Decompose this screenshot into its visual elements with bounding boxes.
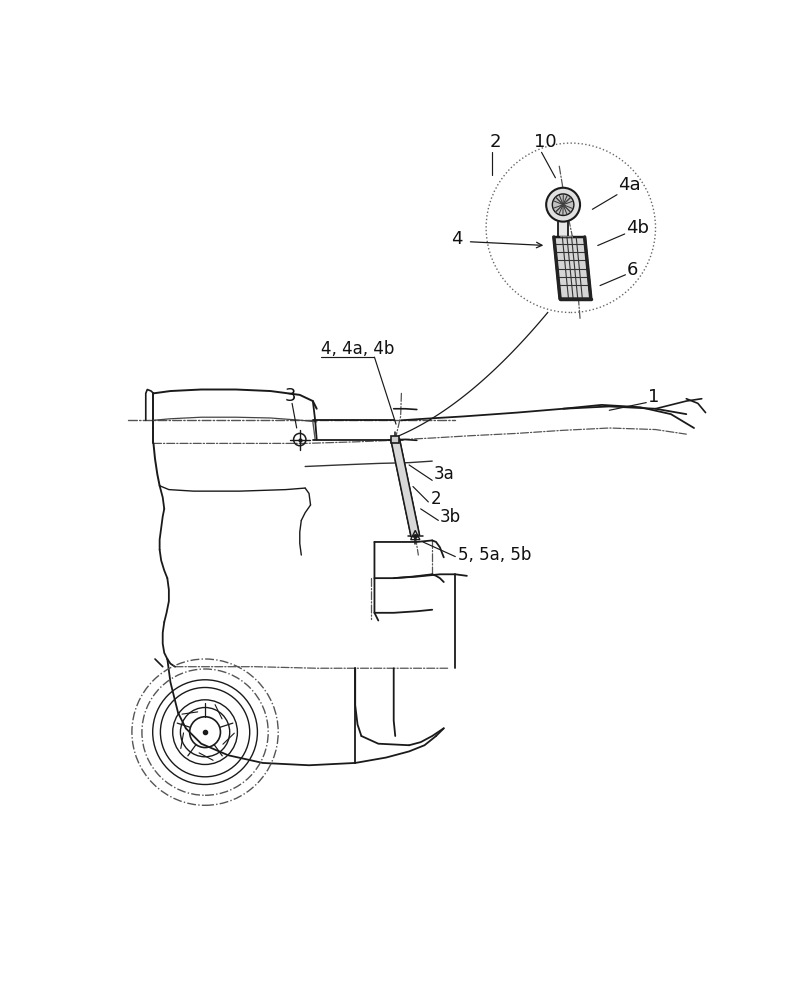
Text: 3b: 3b: [440, 508, 461, 526]
Text: 3a: 3a: [434, 465, 454, 483]
Text: 4, 4a, 4b: 4, 4a, 4b: [320, 340, 394, 358]
Polygon shape: [557, 222, 569, 237]
Text: 2: 2: [490, 133, 501, 151]
Polygon shape: [391, 439, 419, 537]
Circle shape: [546, 188, 580, 222]
Text: 6: 6: [627, 261, 638, 279]
Text: 4b: 4b: [626, 219, 649, 237]
Text: 2: 2: [431, 490, 441, 508]
Text: 4: 4: [451, 230, 463, 248]
Circle shape: [553, 194, 574, 215]
Text: 4a: 4a: [619, 176, 642, 194]
Polygon shape: [554, 237, 591, 299]
Bar: [392, 436, 399, 443]
Text: 3: 3: [285, 387, 296, 405]
Text: 5, 5a, 5b: 5, 5a, 5b: [458, 546, 531, 564]
Text: 10: 10: [534, 133, 557, 151]
Text: 1: 1: [648, 388, 659, 406]
